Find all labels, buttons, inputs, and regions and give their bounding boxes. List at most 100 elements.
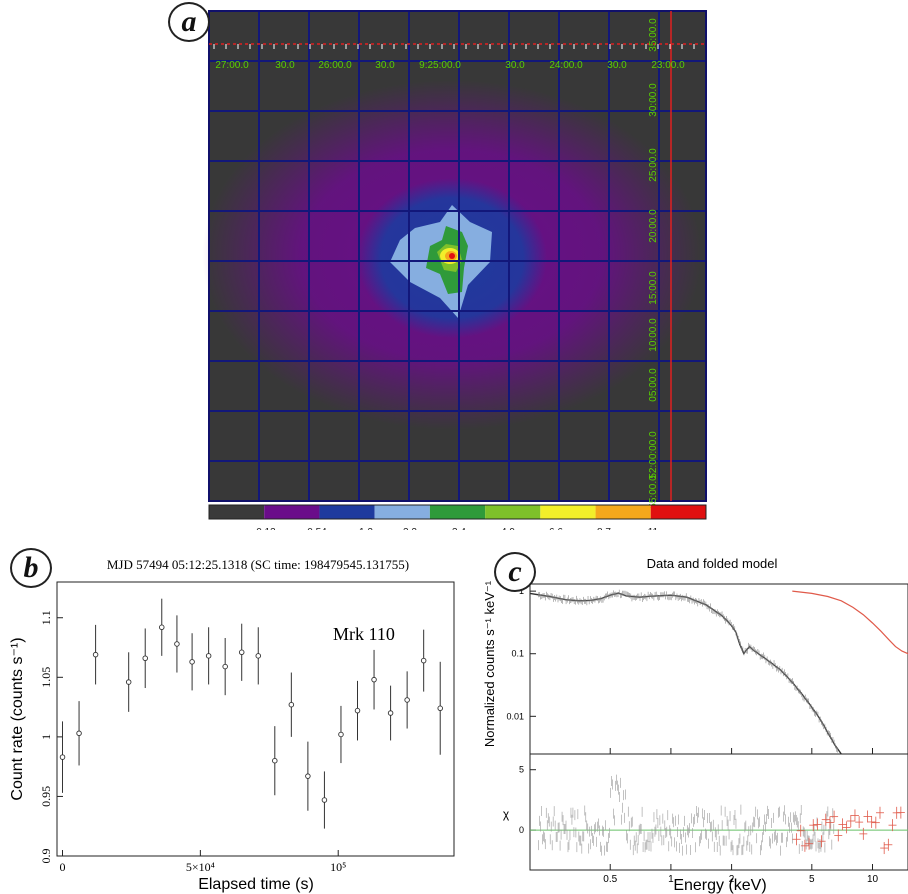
ra-tick-marks [213, 44, 695, 49]
y-tick-label: 0.01 [506, 711, 524, 721]
x-tick-label: 0.5 [603, 874, 617, 885]
colorbar-frame [208, 504, 707, 520]
plot-frame [56, 581, 455, 857]
y-tick-label: 1.05 [39, 667, 53, 688]
residual-point-red [796, 824, 805, 837]
residual-point-red [805, 837, 814, 850]
residual-point-red [875, 806, 884, 819]
spectrum-title: Data and folded model [647, 556, 778, 571]
dec-tick-label: 25:00.0 [648, 148, 659, 182]
point-marker [142, 655, 148, 661]
data-point [387, 685, 394, 741]
y-tick-label: 1 [519, 586, 524, 596]
residual-point-red [825, 816, 834, 829]
residual-y-tick-label: 5 [519, 765, 524, 775]
data-point [288, 672, 295, 737]
residual-point-red [863, 810, 872, 823]
data-point [125, 652, 132, 712]
ra-tick-label: 23:00.0 [651, 60, 685, 71]
ra-tick-label: 30.0 [375, 60, 395, 71]
residual-point-red [888, 819, 897, 832]
y-axis-label: Count rate (counts s⁻¹) [9, 637, 26, 800]
colorbar-segment [540, 505, 596, 519]
point-marker [387, 710, 394, 716]
residual-data [530, 774, 908, 856]
colorbar-label: 1.2 [359, 527, 373, 530]
red-peak [449, 253, 455, 259]
residual-point-red [838, 818, 847, 831]
residual-frame [529, 753, 908, 871]
y-tick-label: 0.1 [511, 649, 524, 659]
point-marker [321, 797, 328, 803]
data-point [338, 705, 344, 764]
panel-a: 27:00.0 30.0 26:00.0 30.0 9:25:00.0 30.0 24:00… [168, 2, 707, 530]
spectrum-y-axis-label: Normalized counts s⁻¹ keV⁻¹ [482, 580, 497, 747]
ra-tick-label: 9:25:00.0 [419, 60, 461, 71]
data-point [189, 633, 195, 691]
image-frame [208, 10, 707, 502]
point-marker [222, 663, 228, 670]
residual-point-red [880, 842, 889, 855]
light-curve-chart: MJD 57494 05:12:25.1318 (SC time: 198479… [9, 557, 455, 893]
panel-b: MJD 57494 05:12:25.1318 (SC time: 198479… [0, 540, 470, 894]
ra-tick-labels: 27:00.0 30.0 26:00.0 30.0 9:25:00.0 30.0 24:00… [215, 60, 685, 71]
data-point [174, 615, 180, 673]
point-marker [92, 651, 99, 658]
y-tick-label: 1 [39, 734, 53, 740]
data-point [59, 721, 66, 793]
residual-point-red [813, 818, 822, 831]
sky-image: 27:00.0 30.0 26:00.0 30.0 9:25:00.0 30.0 24:00… [202, 10, 707, 530]
dec-tick-label: 55:00.0 [648, 475, 659, 509]
dec-tick-label: 10:00.0 [648, 318, 659, 352]
spectrum-x-axis-label: Energy (keV) [673, 877, 766, 894]
residual-y-tick-label: 0 [519, 825, 524, 835]
colorbar-label: 11 [648, 527, 659, 530]
residual-point-red [809, 819, 818, 832]
panel-c: Data and folded model 0.5 1 2 5 10 1 0.1 0.01 5 0… [470, 540, 908, 894]
source-annotation: Mrk 110 [333, 624, 395, 644]
ra-tick-label: 26:00.0 [318, 60, 352, 71]
residual-point-red [800, 839, 809, 852]
x-axis-label: Elapsed time (s) [198, 876, 314, 893]
point-marker [354, 707, 361, 714]
dec-tick-label: 20:00.0 [648, 209, 659, 243]
data-point [142, 628, 148, 689]
colorbar-segment [209, 505, 265, 519]
spectrum-chart: Data and folded model 0.5 1 2 5 1010.10.0150… [482, 556, 908, 894]
residual-point-red [846, 814, 855, 827]
ra-tick-label: 24:00.0 [549, 60, 583, 71]
point-marker [288, 701, 295, 708]
point-marker [272, 757, 278, 764]
residual-point-red [867, 815, 876, 828]
point-marker [371, 676, 377, 683]
point-marker [174, 641, 180, 647]
data-point [354, 680, 361, 741]
point-marker [159, 624, 165, 631]
point-marker [255, 653, 262, 659]
spectrum-axis-ticks: 0.5 1 2 5 10 1 0.1 0.01 5 0 [506, 586, 878, 885]
dec-tick-label: 15:00.0 [648, 271, 659, 305]
residual-point-red [896, 806, 905, 819]
point-marker [238, 649, 245, 656]
colorbar-label: 3.4 [452, 527, 466, 530]
ra-tick-label: 30.0 [275, 60, 295, 71]
y-tick-label: 0.9 [39, 849, 53, 864]
data-point [255, 627, 262, 685]
axis-ticks: 0 5×10⁴ 10⁵ 0.9 0.95 1 1.05 1.1 [39, 610, 346, 874]
residual-point-red [792, 833, 801, 846]
model-curve [792, 590, 908, 655]
colorbar-label: 6.6 [549, 527, 563, 530]
colorbar-segment [264, 505, 320, 519]
model-curve [529, 592, 842, 755]
colorbar-label: 4.9 [501, 527, 515, 530]
point-marker [437, 705, 443, 712]
point-marker [404, 697, 410, 703]
point-marker [338, 731, 344, 738]
residual-point-red [850, 809, 859, 822]
data-point [272, 726, 278, 796]
colorbar-segment [374, 505, 430, 519]
residual-point-red [834, 829, 843, 842]
residual-point-red [871, 816, 880, 829]
data-point [437, 661, 443, 755]
residual-y-axis-label: χ [503, 807, 510, 821]
